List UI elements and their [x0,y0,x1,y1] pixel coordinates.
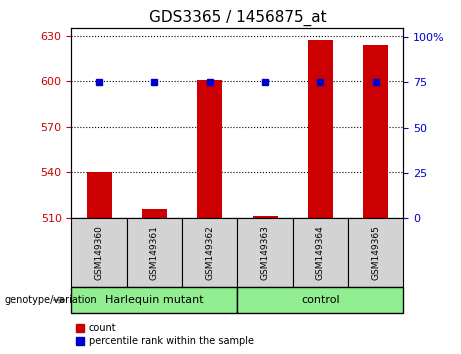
Text: Harlequin mutant: Harlequin mutant [105,295,204,305]
Bar [253,216,278,218]
Text: GSM149364: GSM149364 [316,225,325,280]
Bar [127,218,182,287]
Title: GDS3365 / 1456875_at: GDS3365 / 1456875_at [148,9,326,25]
Text: GSM149360: GSM149360 [95,225,104,280]
Bar [237,287,403,313]
Bar [142,209,167,218]
Text: GSM149362: GSM149362 [205,225,214,280]
Text: control: control [301,295,340,305]
Bar [87,172,112,218]
Text: genotype/variation: genotype/variation [5,295,97,305]
Bar [348,218,403,287]
Bar [71,218,127,287]
Text: GSM149361: GSM149361 [150,225,159,280]
Bar [182,218,237,287]
Bar [293,218,348,287]
Text: GSM149365: GSM149365 [371,225,380,280]
Bar [71,287,237,313]
Bar [363,45,388,218]
Text: GSM149363: GSM149363 [260,225,270,280]
Bar [197,80,222,218]
Bar [237,218,293,287]
Bar [308,40,333,218]
Legend: count, percentile rank within the sample: count, percentile rank within the sample [77,324,254,346]
